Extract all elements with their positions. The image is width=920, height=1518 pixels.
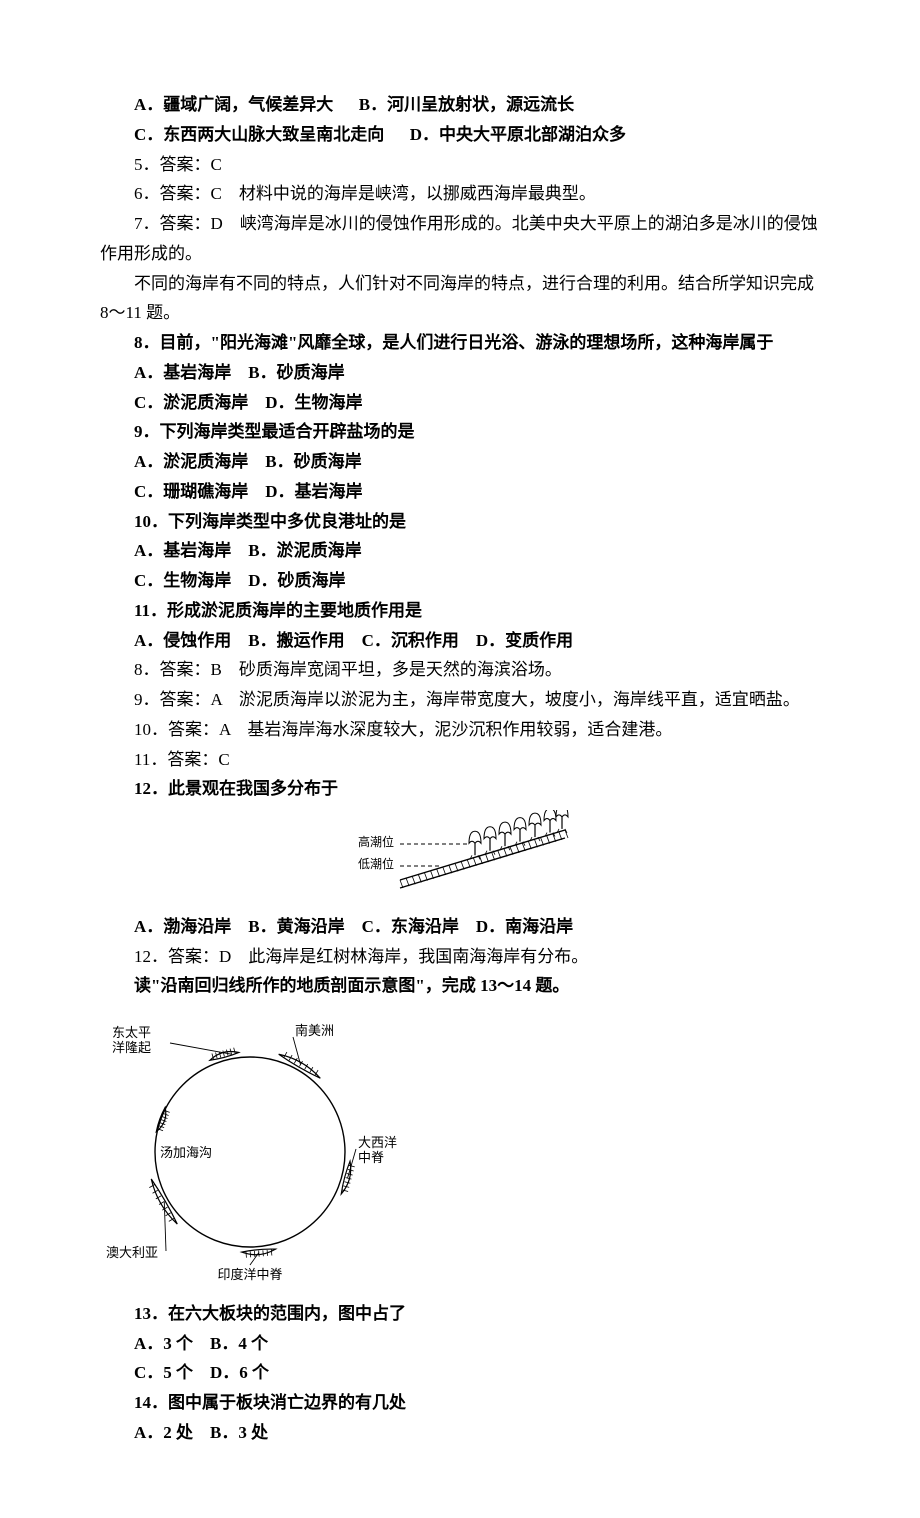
q12-opts: A．渤海沿岸 B．黄海沿岸 C．东海沿岸 D．南海沿岸 xyxy=(100,912,820,942)
answer-9: 9．答案：A 淤泥质海岸以淤泥为主，海岸带宽度大，坡度小，海岸线平直，适宜晒盐。 xyxy=(100,685,820,715)
answer-7: 7．答案：D 峡湾海岸是冰川的侵蚀作用形成的。北美中央大平原上的湖泊多是冰川的侵… xyxy=(100,209,820,269)
q10-stem: 10．下列海岸类型中多优良港址的是 xyxy=(100,507,820,537)
tide-svg: 高潮位低潮位 xyxy=(350,810,570,900)
opt-b: B．河川呈放射状，源远流长 xyxy=(359,95,574,114)
q10-opts-1: A．基岩海岸 B．淤泥质海岸 xyxy=(100,536,820,566)
q11-stem: 11．形成淤泥质海岸的主要地质作用是 xyxy=(100,596,820,626)
q8-opts-2: C．淤泥质海岸 D．生物海岸 xyxy=(100,388,820,418)
q13-stem: 13．在六大板块的范围内，图中占了 xyxy=(100,1299,820,1329)
answer-5: 5．答案：C xyxy=(100,150,820,180)
q12-stem: 12．此景观在我国多分布于 xyxy=(100,774,820,804)
svg-text:低潮位: 低潮位 xyxy=(358,856,394,871)
q11-opts: A．侵蚀作用 B．搬运作用 C．沉积作用 D．变质作用 xyxy=(100,626,820,656)
q8-stem: 8．目前，"阳光海滩"风靡全球，是人们进行日光浴、游泳的理想场所，这种海岸属于 xyxy=(100,328,820,358)
q9-opts-2: C．珊瑚礁海岸 D．基岩海岸 xyxy=(100,477,820,507)
figure-globe-section: 东太平洋隆起 南美洲大西洋中脊印度洋中脊 澳大利亚 汤加海沟 xyxy=(100,1007,820,1297)
answer-11: 11．答案：C xyxy=(100,745,820,775)
q10-opts-2: C．生物海岸 D．砂质海岸 xyxy=(100,566,820,596)
q14-stem: 14．图中属于板块消亡边界的有几处 xyxy=(100,1388,820,1418)
svg-text:高潮位: 高潮位 xyxy=(358,834,394,849)
opt-c: C．东西两大山脉大致呈南北走向 xyxy=(134,125,384,144)
opt-d-gap xyxy=(389,125,406,144)
q9-stem: 9．下列海岸类型最适合开辟盐场的是 xyxy=(100,417,820,447)
svg-text:澳大利亚: 澳大利亚 xyxy=(106,1245,158,1260)
opt-d: D．中央大平原北部湖泊众多 xyxy=(410,125,626,144)
q9-opts-1: A．淤泥质海岸 B．砂质海岸 xyxy=(100,447,820,477)
answer-10: 10．答案：A 基岩海岸海水深度较大，泥沙沉积作用较弱，适合建港。 xyxy=(100,715,820,745)
opt-a: A．疆域广阔，气候差异大 xyxy=(134,95,333,114)
svg-text:洋隆起: 洋隆起 xyxy=(112,1040,151,1055)
answer-12: 12．答案：D 此海岸是红树林海岸，我国南海海岸有分布。 xyxy=(100,942,820,972)
lead-in-8-11-text: 不同的海岸有不同的特点，人们针对不同海岸的特点，进行合理的利用。结合所学知识完成… xyxy=(100,274,814,323)
svg-text:东太平: 东太平 xyxy=(112,1025,151,1040)
answer-8: 8．答案：B 砂质海岸宽阔平坦，多是天然的海滨浴场。 xyxy=(100,655,820,685)
q13-opts-1: A．3 个 B．4 个 xyxy=(100,1329,820,1359)
svg-text:大西洋: 大西洋 xyxy=(358,1135,397,1150)
lead-in-13-14: 读"沿南回归线所作的地质剖面示意图"，完成 13～14 题。 xyxy=(100,971,820,1001)
svg-text:中脊: 中脊 xyxy=(358,1150,384,1165)
q8-opts-1: A．基岩海岸 B．砂质海岸 xyxy=(100,358,820,388)
answer-6: 6．答案：C 材料中说的海岸是峡湾，以挪威西海岸最典型。 xyxy=(100,179,820,209)
opt-b-gap xyxy=(338,95,355,114)
intro-opt-ab: A．疆域广阔，气候差异大 B．河川呈放射状，源远流长 xyxy=(100,90,820,120)
svg-text:印度洋中脊: 印度洋中脊 xyxy=(217,1267,282,1282)
figure-tide-mangrove: 高潮位低潮位 xyxy=(100,810,820,910)
svg-text:南美洲: 南美洲 xyxy=(295,1023,334,1038)
q13-opts-2: C．5 个 D．6 个 xyxy=(100,1358,820,1388)
globe-svg: 东太平洋隆起 南美洲大西洋中脊印度洋中脊 澳大利亚 汤加海沟 xyxy=(100,1007,400,1287)
svg-text:汤加海沟: 汤加海沟 xyxy=(160,1145,212,1160)
intro-opt-cd: C．东西两大山脉大致呈南北走向 D．中央大平原北部湖泊众多 xyxy=(100,120,820,150)
lead-in-8-11: 不同的海岸有不同的特点，人们针对不同海岸的特点，进行合理的利用。结合所学知识完成… xyxy=(100,269,820,329)
q14-opts: A．2 处 B．3 处 xyxy=(100,1418,820,1448)
